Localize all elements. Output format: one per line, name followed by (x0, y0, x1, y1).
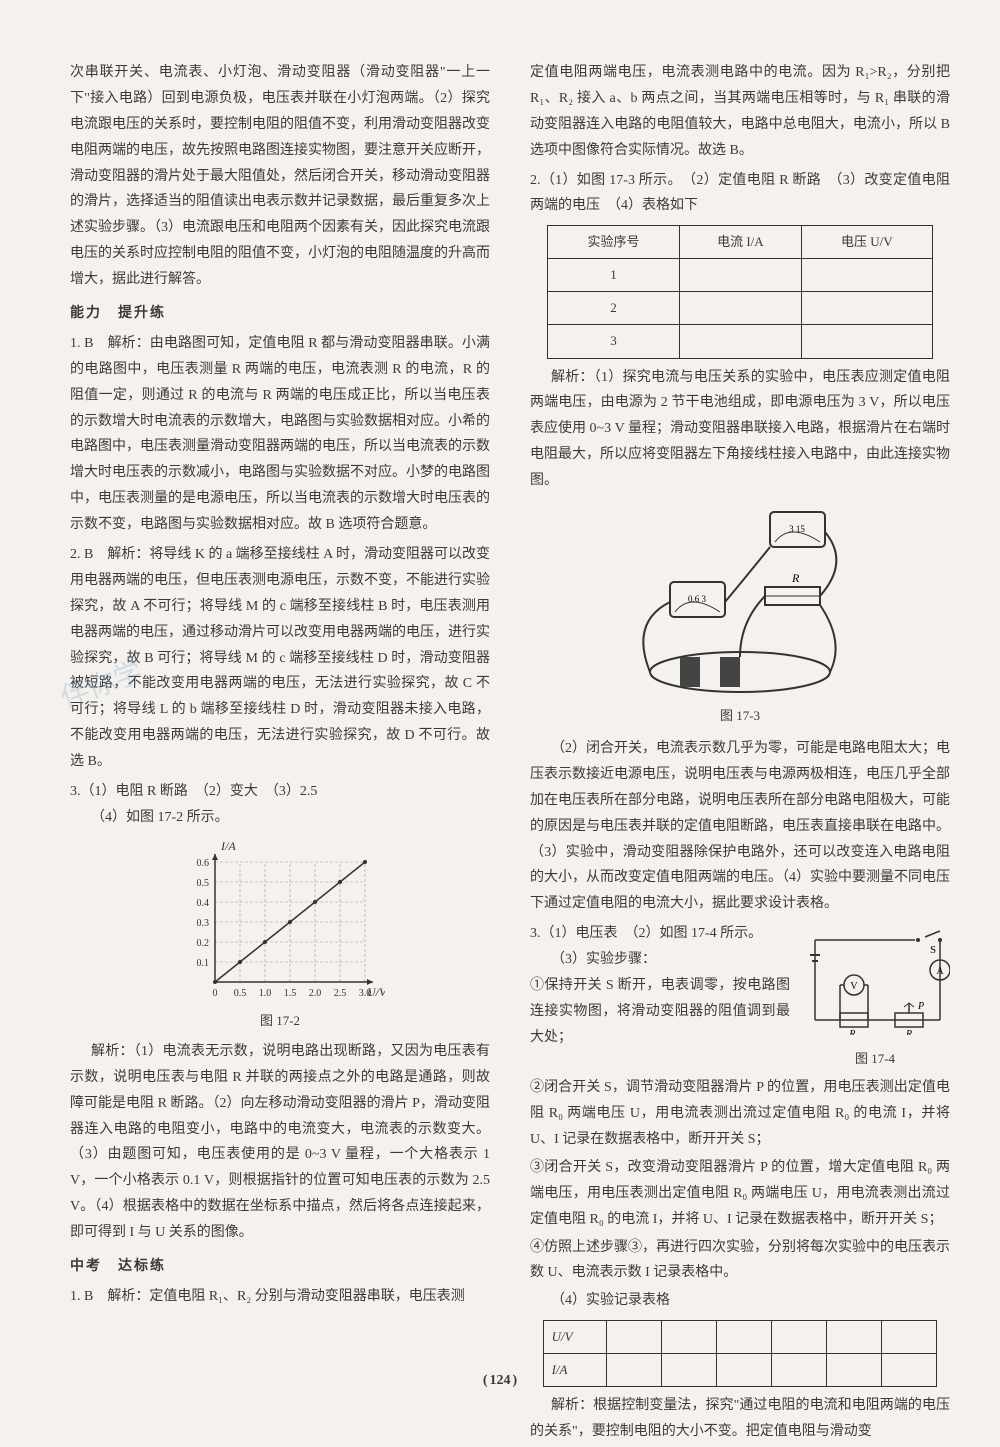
svg-text:A: A (936, 966, 944, 977)
left-column: 次串联开关、电流表、小灯泡、滑动变阻器（滑动变阻器"一上一下"接入电路）回到电源… (70, 60, 490, 1447)
figure-17-4-label: 图 17-4 (800, 1047, 950, 1071)
table-1: 实验序号电流 I/A电压 U/V 123 (547, 225, 933, 358)
svg-text:R: R (905, 1029, 912, 1035)
ability-q3-head: 3.（1）电阻 R 断路 （2）变大 （3）2.5 (70, 779, 490, 805)
figure-17-4-svg: S A R₀ P R V (800, 925, 950, 1035)
figure-17-2-wrap: 0.10.20.30.40.50.600.51.01.52.02.53.0I/A… (70, 837, 490, 1033)
section-ability-title: 能力 提升练 (70, 301, 490, 327)
right-q3-head: S A R₀ P R V (530, 921, 950, 1050)
figure-17-3-svg: 3 15 0.6 3 R (620, 502, 860, 702)
figure-17-3-label: 图 17-3 (720, 704, 760, 728)
right-q3-step3: ③闭合开关 S，改变滑动变阻器滑片 P 的位置，增大定值电阻 R₀ 两端电压，用… (530, 1155, 950, 1233)
svg-text:0.1: 0.1 (197, 958, 210, 969)
two-column-layout: 次串联开关、电流表、小灯泡、滑动变阻器（滑动变阻器"一上一下"接入电路）回到电源… (70, 60, 950, 1447)
svg-text:0: 0 (213, 988, 218, 999)
svg-text:P: P (917, 1001, 924, 1012)
figure-17-2-chart: 0.10.20.30.40.50.600.51.01.52.02.53.0I/A… (175, 837, 385, 1007)
figure-17-2-label: 图 17-2 (260, 1009, 300, 1033)
section-zhongkao-title: 中考 达标练 (70, 1254, 490, 1280)
svg-text:0.5: 0.5 (197, 878, 210, 889)
right-q3-head-text: 3.（1）电压表 （2）如图 17-4 所示。 (530, 926, 762, 941)
svg-text:0.6 3: 0.6 3 (688, 594, 707, 604)
right-q2-head: 2.（1）如图 17-3 所示。 （2）定值电阻 R 断路 （3）改变定值电阻两… (530, 168, 950, 220)
ability-q3-explain: 解析：（1）电流表无示数，说明电路出现断路，又因为电压表有示数，说明电压表与电阻… (70, 1039, 490, 1246)
svg-text:3 15: 3 15 (789, 524, 805, 534)
svg-text:I/A: I/A (220, 839, 236, 853)
table1-cell (680, 292, 801, 325)
svg-text:2.5: 2.5 (334, 988, 347, 999)
svg-text:S: S (930, 944, 936, 956)
svg-text:0.5: 0.5 (234, 988, 247, 999)
zhongkao-q1: 1. B 解析：定值电阻 R₁、R₂ 分别与滑动变阻器串联，电压表测 (70, 1284, 490, 1310)
right-q3-step4: ④仿照上述步骤③，再进行四次实验，分别将每次实验中的电压表示数 U、电流表示数 … (530, 1235, 950, 1287)
figure-17-3-wrap: 3 15 0.6 3 R 图 17-3 (530, 502, 950, 728)
right-column: 定值电阻两端电压，电流表测电路中的电流。因为 R₁>R₂，分别把 R₁、R₂ 接… (530, 60, 950, 1447)
svg-text:0.3: 0.3 (197, 918, 210, 929)
table1-header: 实验序号 (547, 226, 679, 259)
right-q2-explain2: （2）闭合开关，电流表示数几乎为零，可能是电路电阻太大；电压表示数接近电源电压，… (530, 736, 950, 917)
figure-17-4-wrap: S A R₀ P R V (800, 925, 950, 1071)
chart-svg: 0.10.20.30.40.50.600.51.01.52.02.53.0I/A… (175, 837, 385, 1007)
svg-text:0.4: 0.4 (197, 898, 210, 909)
table1-cell (680, 259, 801, 292)
table1-header: 电流 I/A (680, 226, 801, 259)
right-cont1: 定值电阻两端电压，电流表测电路中的电流。因为 R₁>R₂，分别把 R₁、R₂ 接… (530, 60, 950, 164)
svg-text:2.0: 2.0 (309, 988, 322, 999)
table1-header: 电压 U/V (801, 226, 933, 259)
table1-cell (801, 259, 933, 292)
table1-cell (801, 325, 933, 358)
table1-cell: 1 (547, 259, 679, 292)
ability-q1: 1. B 解析：由电路图可知，定值电阻 R 都与滑动变阻器串联。小满的电路图中，… (70, 331, 490, 538)
svg-text:U/V: U/V (367, 985, 385, 999)
svg-text:0.6: 0.6 (197, 858, 210, 869)
table1-cell: 2 (547, 292, 679, 325)
table-2: U/V I/A (543, 1320, 938, 1387)
svg-text:R₀: R₀ (848, 1029, 859, 1035)
table2-r2: I/A (543, 1354, 606, 1387)
table1-cell (801, 292, 933, 325)
ability-q3-sub: （4）如图 17-2 所示。 (70, 805, 490, 831)
right-q3-sub4: （4）实验记录表格 (530, 1288, 950, 1314)
table1-cell (680, 325, 801, 358)
svg-text:1.0: 1.0 (259, 988, 272, 999)
table2-r1: U/V (543, 1321, 606, 1354)
page-number: 124 (483, 1368, 517, 1394)
svg-text:0.2: 0.2 (197, 938, 210, 949)
right-q3-step2: ②闭合开关 S，调节滑动变阻器滑片 P 的位置，用电压表测出定值电阻 R₀ 两端… (530, 1075, 950, 1153)
svg-text:V: V (850, 981, 858, 992)
right-q3-explain: 解析：根据控制变量法，探究"通过电阻的电流和电阻两端的电压的关系"，要控制电阻的… (530, 1393, 950, 1445)
svg-text:1.5: 1.5 (284, 988, 297, 999)
svg-text:R: R (791, 571, 800, 585)
table1-cell: 3 (547, 325, 679, 358)
intro-paragraph: 次串联开关、电流表、小灯泡、滑动变阻器（滑动变阻器"一上一下"接入电路）回到电源… (70, 60, 490, 293)
right-q2-explain1: 解析：（1）探究电流与电压关系的实验中，电压表应测定值电阻两端电压，由电源为 2… (530, 365, 950, 494)
ability-q2: 2. B 解析：将导线 K 的 a 端移至接线柱 A 时，滑动变阻器可以改变用电… (70, 542, 490, 775)
